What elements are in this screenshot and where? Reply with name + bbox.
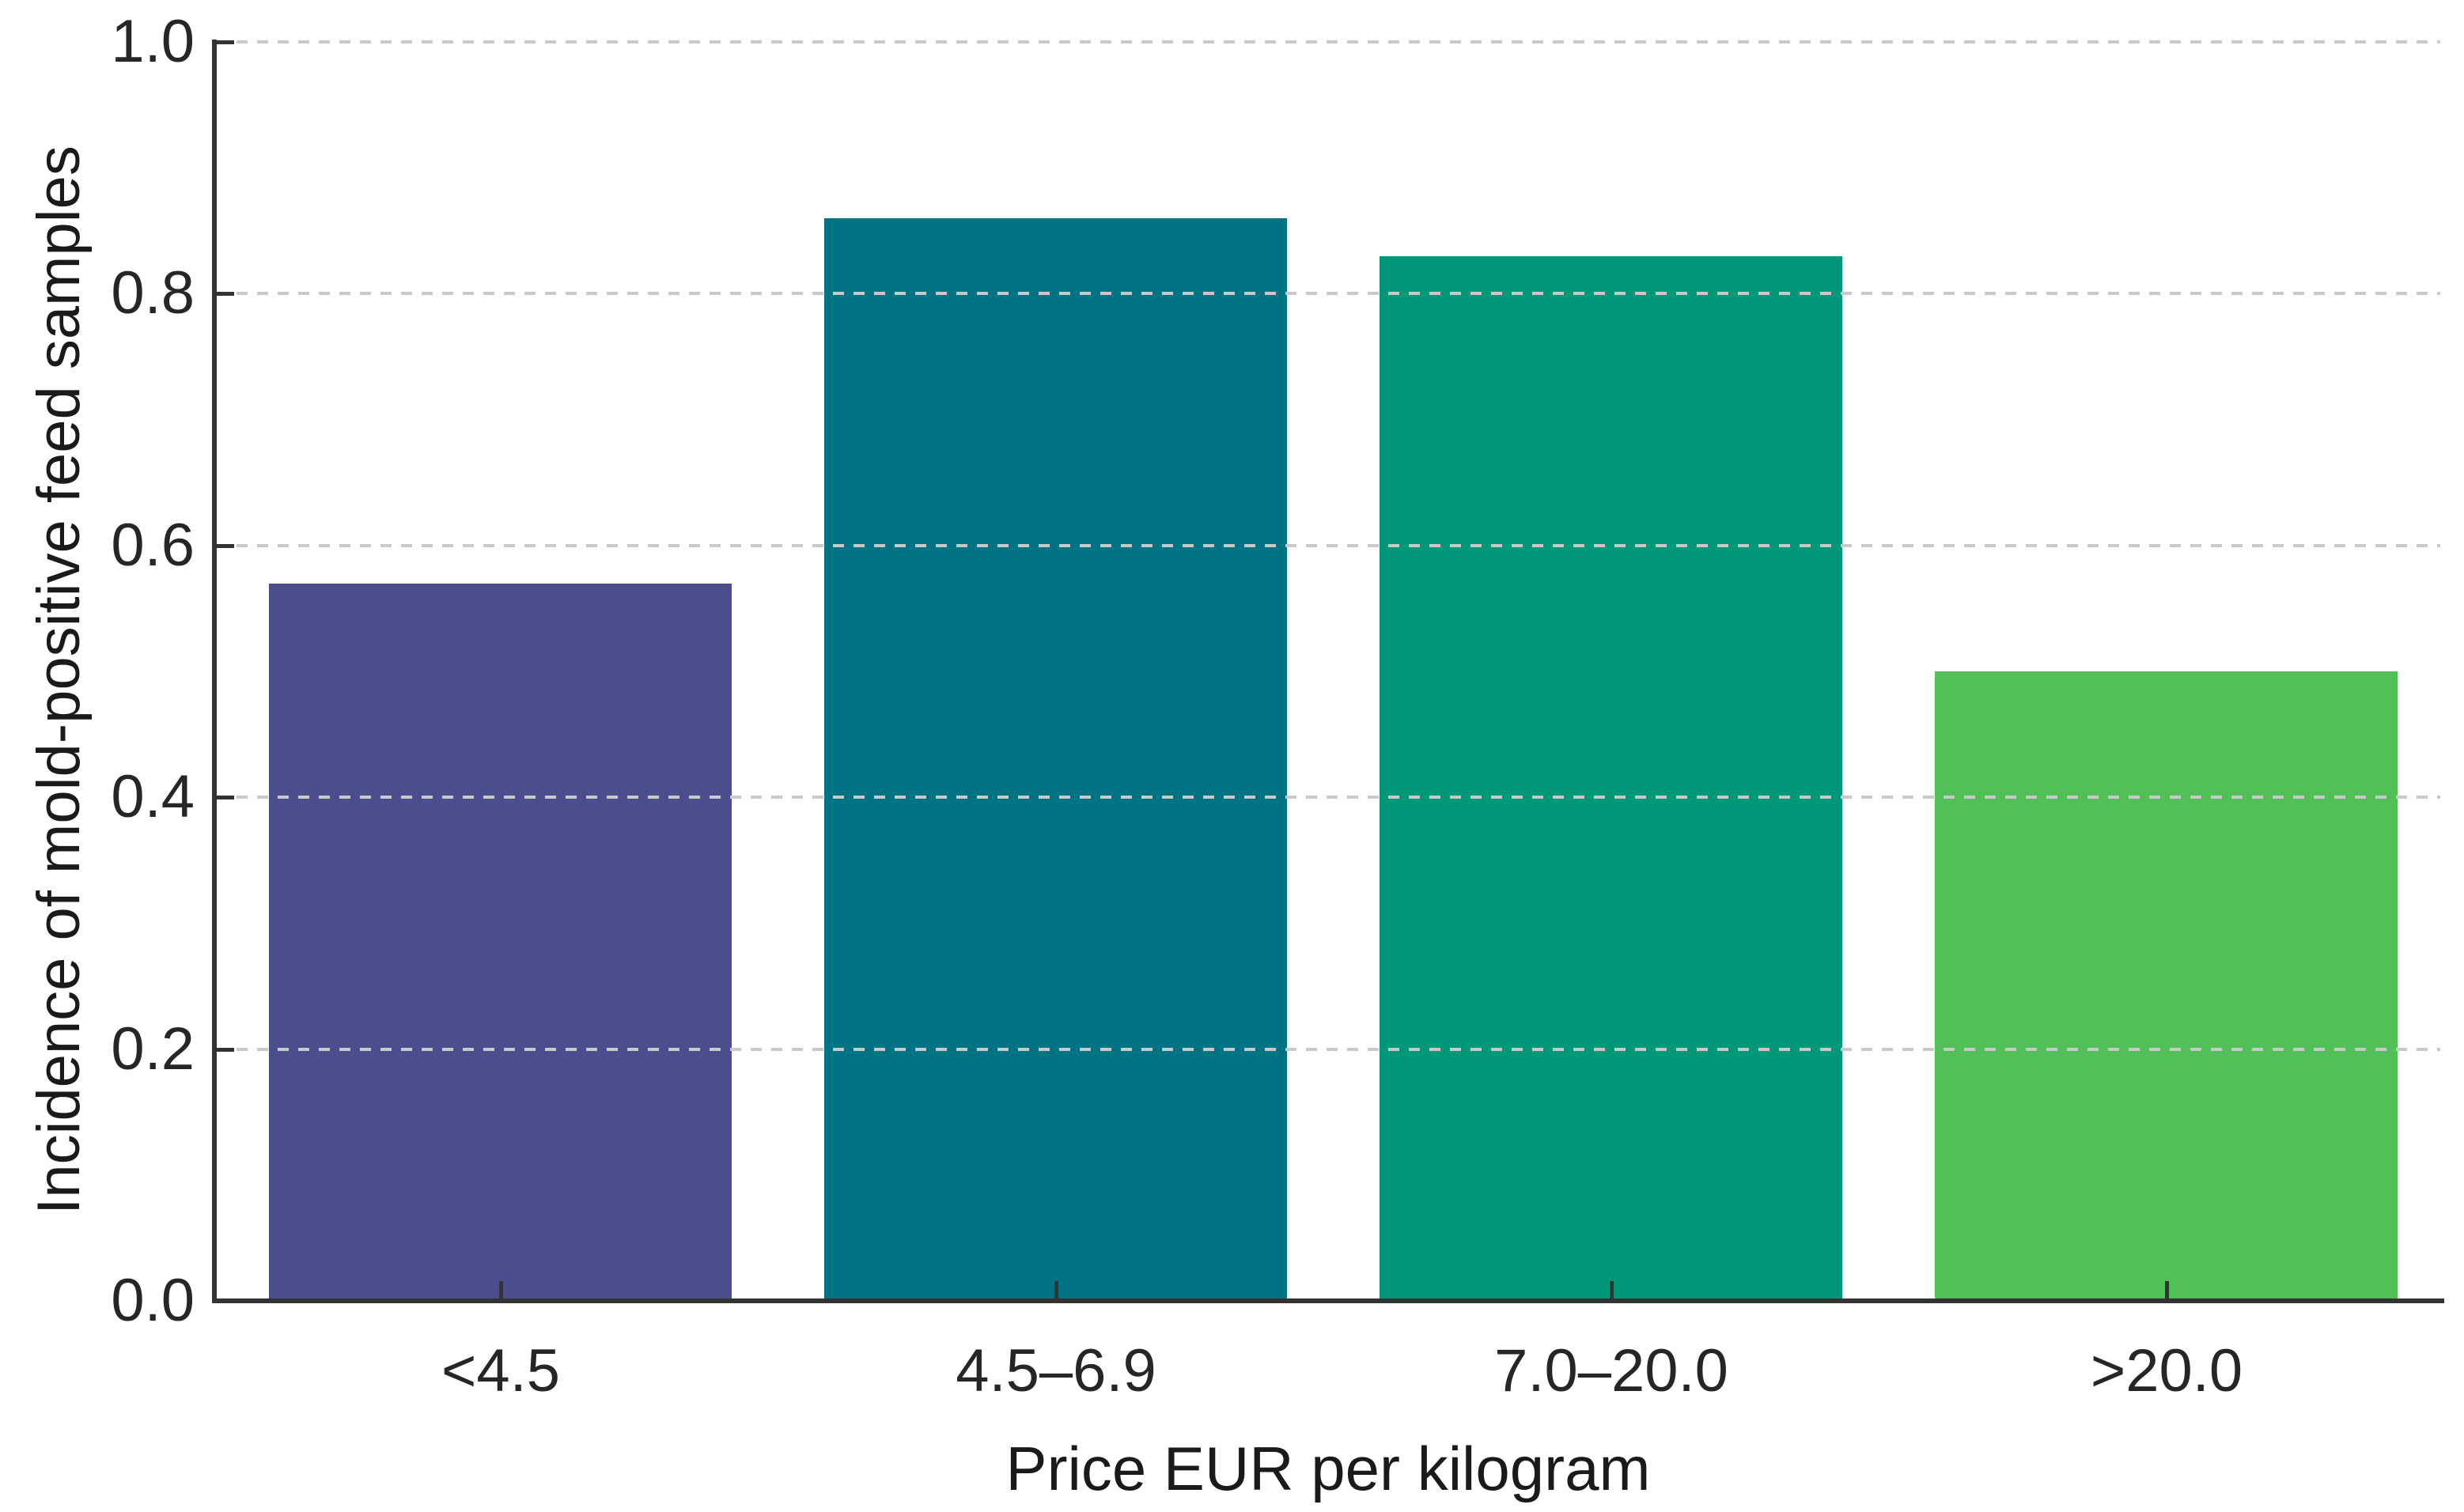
gridline	[216, 796, 2440, 799]
x-tick-label: 4.5–6.9	[956, 1337, 1156, 1404]
bar	[1935, 671, 2398, 1301]
x-tick-label: 7.0–20.0	[1494, 1337, 1728, 1404]
y-tick	[217, 544, 234, 548]
gridline	[216, 292, 2440, 295]
y-tick-label: 1.0	[111, 8, 195, 75]
bar	[269, 584, 732, 1301]
bar	[1380, 256, 1842, 1301]
y-tick-label: 0.0	[111, 1267, 195, 1334]
y-axis-line	[212, 40, 217, 1303]
y-tick	[217, 292, 234, 296]
bar	[824, 218, 1287, 1301]
gridline	[216, 1048, 2440, 1051]
x-tick	[2165, 1281, 2169, 1298]
gridline	[216, 544, 2440, 547]
x-tick	[1054, 1281, 1058, 1298]
y-tick	[217, 1048, 234, 1052]
y-tick-label: 0.4	[111, 763, 195, 830]
x-axis-line	[212, 1298, 2444, 1303]
y-tick	[217, 796, 234, 799]
y-tick-label: 0.2	[111, 1015, 195, 1083]
x-tick	[499, 1281, 503, 1298]
x-tick-label: >20.0	[2090, 1337, 2243, 1404]
x-tick-label: <4.5	[441, 1337, 561, 1404]
gridline	[216, 40, 2440, 43]
x-axis-title: Price EUR per kilogram	[1005, 1434, 1651, 1503]
y-tick	[217, 40, 234, 44]
x-tick	[1610, 1281, 1614, 1298]
y-tick-label: 0.8	[111, 259, 195, 327]
y-tick-label: 0.6	[111, 512, 195, 579]
